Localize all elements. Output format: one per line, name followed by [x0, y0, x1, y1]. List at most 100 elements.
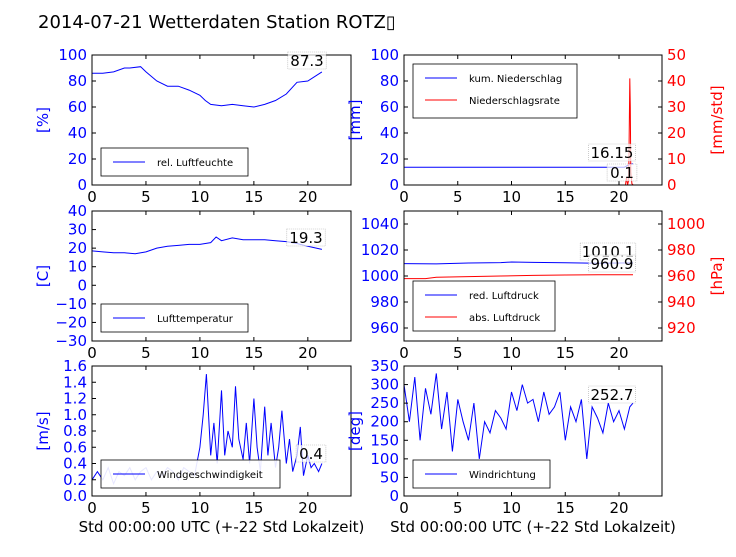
x-tick-label: 10 — [190, 188, 209, 206]
y-tick-label: 1.0 — [63, 406, 87, 424]
legend-box — [412, 280, 556, 332]
y-tick-label: 1.4 — [63, 373, 87, 391]
series-line-precip-0 — [404, 163, 633, 168]
legend-label: Windrichtung — [469, 470, 536, 481]
annotation-box — [286, 228, 326, 247]
annotation-value: 0.1 — [610, 164, 634, 182]
annotation-value: 960.9 — [591, 255, 634, 273]
x-tick-label: 0 — [87, 499, 97, 517]
y-tick-label: 20 — [380, 150, 399, 168]
legend-pressure: red. Luftdruck abs. Luftdruck — [412, 280, 556, 332]
y-right-tick-label: 0 — [667, 176, 677, 194]
y-tick-label: 40 — [68, 124, 87, 142]
annotation-value: 16.15 — [591, 144, 634, 162]
annotation-value: 252.7 — [591, 386, 634, 404]
annotation-box — [295, 444, 327, 463]
y-axis-label: [mm] — [346, 100, 364, 141]
series-line-humidity-0 — [92, 66, 323, 108]
y-tick-label: 0 — [77, 176, 87, 194]
x-tick-label: 15 — [244, 499, 263, 517]
panel-pressure: 0 5 10 15 20 960 980 1000 1020 1040 920 940 960 980 10… — [361, 210, 726, 362]
y-tick-label: 300 — [370, 376, 399, 394]
plot-frame-winddir — [403, 365, 663, 497]
panel-precip: 0 5 10 15 20 0 20 40 60 80 100 0 10 20 30 40 50 [mm] [mm/s… — [346, 46, 726, 206]
legend-box — [412, 63, 578, 119]
y-tick-label: 10 — [68, 258, 87, 276]
y-tick-label: 1000 — [361, 267, 399, 285]
y-tick-label: 200 — [370, 413, 399, 431]
x-tick-label: 10 — [502, 499, 521, 517]
y-axis-label: [deg] — [346, 411, 364, 451]
y-tick-label: −10 — [55, 295, 87, 313]
legend-precip: kum. Niederschlag Niederschlagsrate — [412, 63, 578, 119]
x-tick-label: 10 — [190, 344, 209, 362]
y-tick-label: 980 — [370, 293, 399, 311]
legend-label: Windgeschwindigkeit — [157, 470, 263, 481]
y-tick-label: −30 — [55, 332, 87, 350]
y-tick-label: 30 — [68, 221, 87, 239]
x-tick-label: 20 — [609, 499, 628, 517]
legend-label: Lufttemperatur — [157, 314, 234, 325]
y-tick-label: 80 — [380, 72, 399, 90]
y-right-tick-label: 30 — [667, 98, 686, 116]
y-tick-label: 100 — [370, 450, 399, 468]
y-tick-label: 250 — [370, 394, 399, 412]
y-right-tick-label: 10 — [667, 150, 686, 168]
x-tick-label: 0 — [87, 188, 97, 206]
series-line-pressure-0 — [403, 261, 634, 265]
annotation-value: 19.3 — [289, 229, 322, 247]
annotation-box — [606, 163, 638, 182]
y-tick-label: 0 — [389, 487, 399, 505]
y-tick-label: 0.4 — [63, 455, 87, 473]
x-tick-label: 0 — [399, 344, 409, 362]
y-tick-label: 60 — [68, 98, 87, 116]
y-tick-label: 150 — [370, 431, 399, 449]
y-tick-label: 0.6 — [63, 438, 87, 456]
y-tick-label: 100 — [370, 46, 399, 64]
y-right-tick-label: 1000 — [667, 215, 705, 233]
plot-frame-precip — [403, 54, 663, 186]
x-axis-label: Std 00:00:00 UTC (+-22 Std Lokalzeit) — [390, 518, 676, 536]
legend-humidity: rel. Luftfeuchte — [100, 147, 249, 177]
plot-frame-temperature — [91, 210, 352, 342]
annotation-box — [588, 254, 636, 273]
x-tick-label: 20 — [609, 344, 628, 362]
y-right-tick-label: 980 — [667, 241, 696, 259]
x-tick-label: 20 — [609, 188, 628, 206]
x-tick-label: 5 — [141, 188, 151, 206]
annotation-value: 87.3 — [290, 52, 323, 70]
x-tick-label: 15 — [244, 188, 263, 206]
x-tick-label: 0 — [87, 344, 97, 362]
y-tick-label: 0.8 — [63, 422, 87, 440]
y-tick-label: 20 — [68, 239, 87, 257]
panel-humidity: 0 5 10 15 20 0 20 40 60 80 100 [%] rel. Luftfeuchte 8… — [34, 46, 352, 206]
x-tick-label: 15 — [244, 344, 263, 362]
annotation-box — [588, 143, 636, 162]
x-tick-label: 15 — [556, 499, 575, 517]
y-tick-label: −20 — [55, 313, 87, 331]
legend-label: Niederschlagsrate — [469, 96, 560, 107]
x-axis-label: Std 00:00:00 UTC (+-22 Std Lokalzeit) — [79, 518, 365, 536]
y-axis-label: [C] — [34, 265, 52, 287]
y-tick-label: 50 — [380, 468, 399, 486]
x-tick-label: 20 — [298, 188, 317, 206]
y-right-tick-label: 40 — [667, 72, 686, 90]
y-axis-label: [%] — [34, 107, 52, 133]
x-tick-label: 5 — [453, 344, 463, 362]
y-axis-label: [m/s] — [34, 411, 52, 450]
y-tick-label: 960 — [370, 319, 399, 337]
y-tick-label: 0.2 — [63, 471, 87, 489]
plot-frame-humidity — [91, 54, 352, 186]
series-line-temperature-0 — [91, 236, 323, 255]
legend-windspeed: Windgeschwindigkeit — [100, 459, 281, 489]
y-tick-label: 350 — [370, 357, 399, 375]
y-tick-label: 100 — [58, 46, 87, 64]
legend-label: red. Luftdruck — [469, 291, 539, 302]
y-right-tick-label: 20 — [667, 124, 686, 142]
legend-label: kum. Niederschlag — [469, 74, 562, 85]
y-tick-label: 20 — [68, 150, 87, 168]
y-right-axis-label: [mm/std] — [708, 85, 726, 154]
x-tick-label: 10 — [502, 344, 521, 362]
annotation-value: 0.4 — [299, 445, 323, 463]
